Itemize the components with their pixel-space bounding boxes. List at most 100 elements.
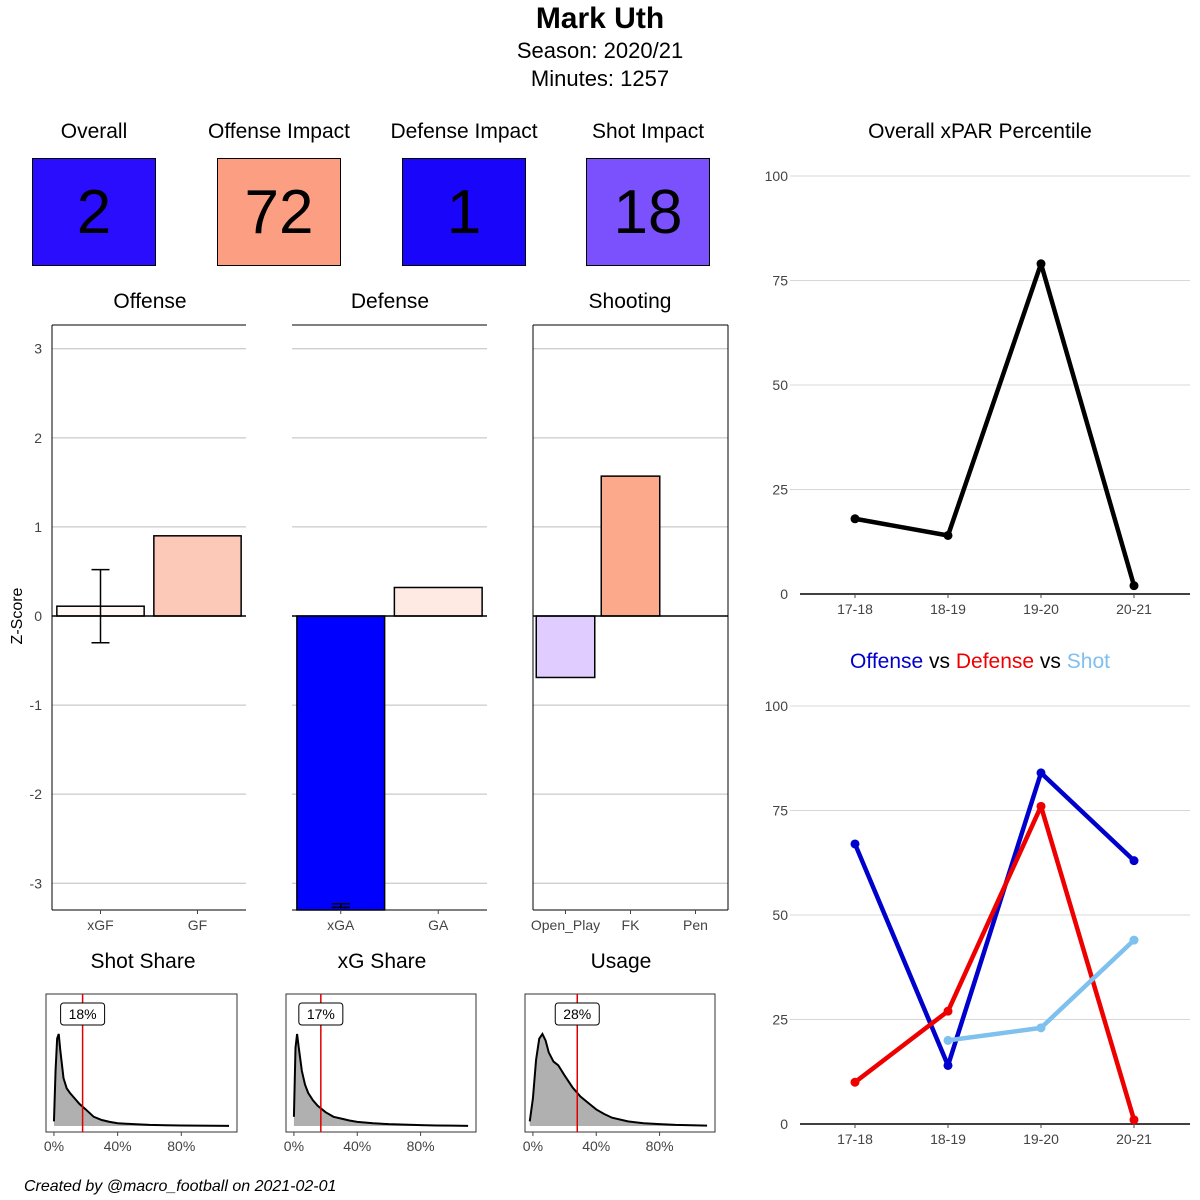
minutes-label: Minutes: 1257 xyxy=(530,66,670,91)
shot-share-marker-label: 18% xyxy=(69,1006,97,1022)
shooting-category-label: Open_Play xyxy=(531,917,600,933)
defense-panel-title: Defense xyxy=(350,290,430,313)
usage-density-area xyxy=(529,1034,708,1126)
offense-category-label: xGF xyxy=(87,917,113,933)
split-shot-point xyxy=(1036,1023,1046,1033)
xg-share-title: xG Share xyxy=(337,950,427,973)
xpar-y-tick-label: 0 xyxy=(780,586,788,602)
shot-share-density-line xyxy=(52,1033,230,1127)
split-defense-point xyxy=(1036,801,1046,811)
usage-tick-label: 0% xyxy=(523,1138,543,1154)
xpar-overall-line xyxy=(854,261,1137,587)
title-vs-2: vs xyxy=(1034,650,1067,673)
defense-bar-ga xyxy=(393,586,483,617)
usage-tick-label: 40% xyxy=(582,1138,610,1154)
overall-tile-value: 2 xyxy=(76,177,112,247)
defense-category-label: xGA xyxy=(327,917,355,933)
split-y-tick-label: 100 xyxy=(765,698,789,714)
shooting-category-label: Pen xyxy=(683,917,708,933)
split-y-tick-label: 0 xyxy=(780,1116,788,1132)
offense-bar-gf xyxy=(153,535,242,617)
xg-share-tick-label: 40% xyxy=(343,1138,371,1154)
shot-share-tick-label: 0% xyxy=(44,1138,64,1154)
usage-marker-label-box xyxy=(554,1002,600,1026)
z-score-tick-label: 2 xyxy=(34,430,42,446)
defense-category-label: GA xyxy=(428,917,449,933)
split-offense-point xyxy=(943,1060,953,1070)
defense-impact-tile-title: Defense Impact xyxy=(390,120,538,143)
xpar-y-tick-label: 50 xyxy=(772,377,788,393)
split-y-tick-label: 25 xyxy=(772,1012,788,1028)
usage-density-line xyxy=(528,1032,708,1127)
split-shot-point xyxy=(943,1035,953,1045)
xg-share-tick-label: 0% xyxy=(284,1138,304,1154)
footer-credit: Created by @macro_football on 2021-02-01 xyxy=(24,1178,337,1195)
title-defense-word: Defense xyxy=(955,650,1035,673)
split-offense-point xyxy=(1129,856,1139,866)
xpar-overall-point xyxy=(1129,581,1139,591)
defense-impact-tile-value: 1 xyxy=(446,177,482,247)
z-score-tick-label: 3 xyxy=(34,341,42,357)
xpar-y-tick-label: 100 xyxy=(765,168,789,184)
xpar-overall-point xyxy=(850,514,860,524)
z-score-tick-label: 1 xyxy=(34,519,42,535)
z-score-tick-label: -2 xyxy=(30,786,43,802)
xpar-x-tick-label: 20-21 xyxy=(1116,601,1152,617)
z-score-axis-label: Z-Score xyxy=(9,587,26,644)
split-x-tick-label: 20-21 xyxy=(1116,1131,1152,1147)
split-defense-point xyxy=(850,1077,860,1087)
split-x-tick-label: 18-19 xyxy=(930,1131,966,1147)
usage-title: Usage xyxy=(590,950,652,973)
split-defense-point xyxy=(1129,1115,1139,1125)
xpar-overall-point xyxy=(1036,259,1046,269)
xg-share-marker-label: 17% xyxy=(307,1006,335,1022)
shot-share-marker-label-box xyxy=(60,1002,106,1026)
shot-share-tick-label: 40% xyxy=(104,1138,132,1154)
usage-marker-label: 28% xyxy=(563,1006,591,1022)
xg-share-density-line xyxy=(292,1033,469,1127)
defense-impact-tile: 1 xyxy=(402,158,526,266)
split-offense-line xyxy=(852,770,1136,1068)
split-defense-line xyxy=(853,804,1137,1121)
split-defense-point xyxy=(943,1006,953,1016)
split-offense-point xyxy=(850,839,860,849)
title-offense-word: Offense xyxy=(850,650,924,673)
z-score-tick-label: -3 xyxy=(30,875,43,891)
xpar-y-tick-label: 75 xyxy=(772,273,788,289)
offense-panel-title: Offense xyxy=(113,290,187,313)
shot-impact-tile-title: Shot Impact xyxy=(591,120,705,143)
z-score-tick-label: -1 xyxy=(30,697,43,713)
usage-tick-label: 80% xyxy=(646,1138,674,1154)
offense-category-label: GF xyxy=(188,917,207,933)
xpar-overall-point xyxy=(943,530,953,540)
season-label: Season: 2020/21 xyxy=(516,38,684,63)
xg-share-marker-label-box xyxy=(298,1002,344,1026)
split-y-tick-label: 75 xyxy=(772,803,788,819)
shot-impact-tile: 18 xyxy=(586,158,710,266)
xg-share-density-area xyxy=(293,1034,469,1126)
overall-tile-title: Overall xyxy=(60,120,128,143)
split-shot-point xyxy=(1129,935,1139,945)
xpar-x-tick-label: 19-20 xyxy=(1023,601,1059,617)
overall-tile: 2 xyxy=(32,158,156,266)
shooting-bar-fk xyxy=(600,475,661,617)
shot-share-tick-label: 80% xyxy=(167,1138,195,1154)
xpar-percentile-title: Overall xPAR Percentile xyxy=(868,120,1092,143)
offense-impact-tile-title: Offense Impact xyxy=(207,120,351,143)
split-y-tick-label: 50 xyxy=(772,907,788,923)
split-offense-point xyxy=(1036,768,1046,778)
xpar-x-tick-label: 17-18 xyxy=(837,601,873,617)
offense-impact-tile: 72 xyxy=(217,158,341,266)
xpar-x-tick-label: 18-19 xyxy=(930,601,966,617)
offense-impact-tile-value: 72 xyxy=(244,177,314,247)
xg-share-tick-label: 80% xyxy=(407,1138,435,1154)
xpar-y-tick-label: 25 xyxy=(772,482,788,498)
title-vs-1: vs xyxy=(923,650,956,673)
player-name: Mark Uth xyxy=(535,2,665,35)
shooting-panel-title: Shooting xyxy=(588,290,672,313)
shot-share-title: Shot Share xyxy=(90,950,196,973)
shooting-category-label: FK xyxy=(622,917,641,933)
defense-bar-xga xyxy=(296,615,386,911)
offense-defense-shot-title: Offense vs Defense vs Shot xyxy=(780,650,1180,674)
